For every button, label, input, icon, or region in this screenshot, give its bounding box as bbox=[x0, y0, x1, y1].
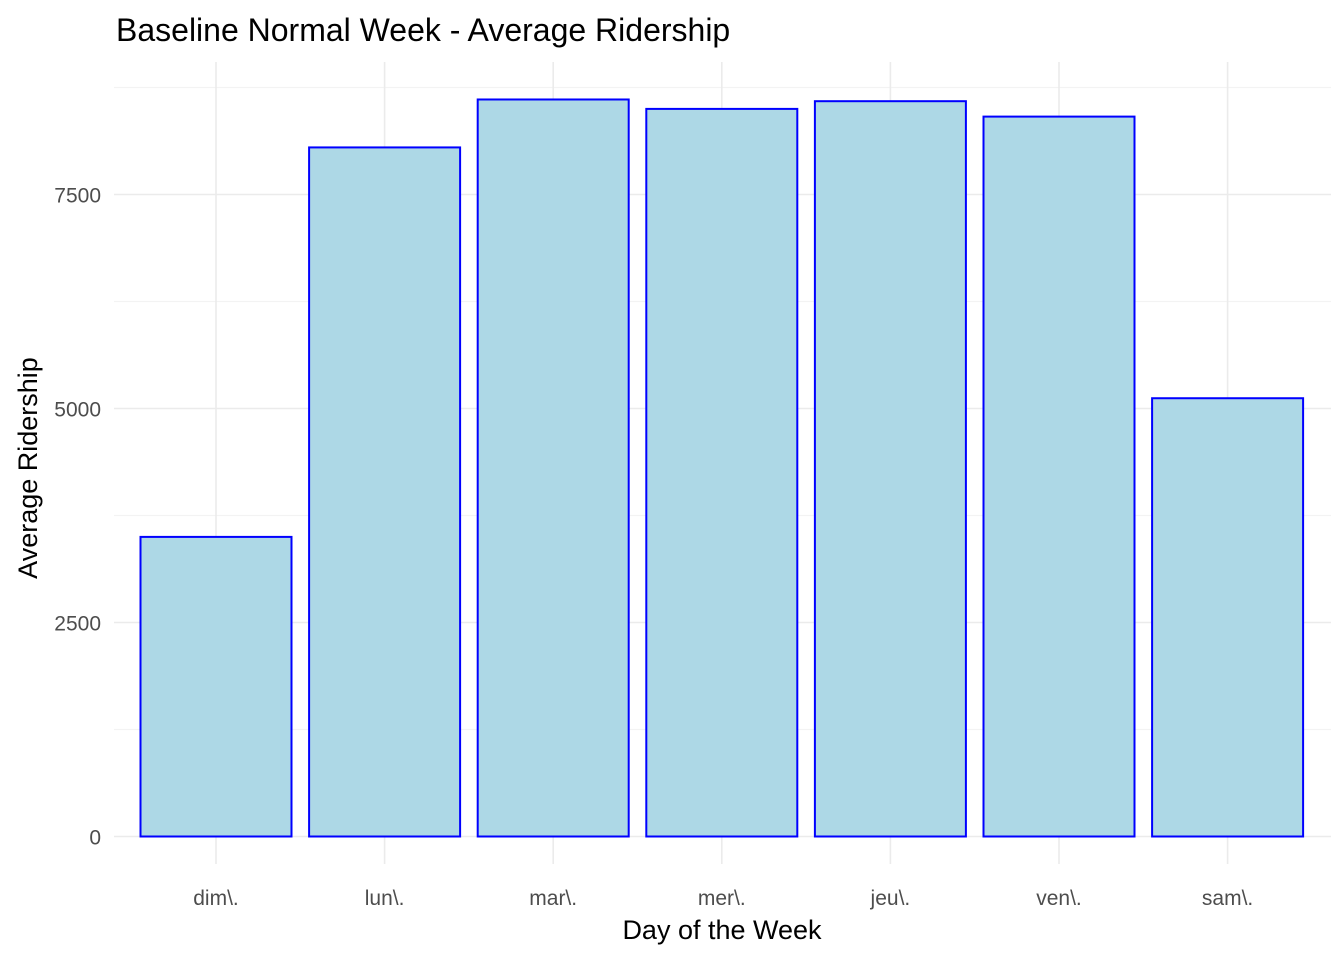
y-tick-label: 0 bbox=[89, 827, 101, 850]
y-tick-label: 7500 bbox=[54, 185, 101, 208]
x-tick-label: ven\. bbox=[1036, 887, 1082, 910]
x-tick-label: lun\. bbox=[365, 887, 405, 910]
bar-sam bbox=[1151, 397, 1305, 838]
bars bbox=[139, 98, 1305, 838]
bar-mer bbox=[645, 107, 799, 838]
x-tick-label: jeu\. bbox=[870, 887, 911, 910]
bar-jeu bbox=[813, 100, 967, 838]
x-tick-label: sam\. bbox=[1202, 887, 1253, 910]
x-tick-label: mar\. bbox=[529, 887, 577, 910]
x-tick-label: mer\. bbox=[698, 887, 746, 910]
bar-lun bbox=[308, 146, 462, 838]
y-tick-label: 5000 bbox=[54, 399, 101, 422]
y-axis-title: Average Ridership bbox=[13, 357, 43, 579]
y-tick-label: 2500 bbox=[54, 613, 101, 636]
x-tick-label: dim\. bbox=[193, 887, 239, 910]
bar-dim bbox=[139, 535, 293, 838]
bar-mar bbox=[476, 98, 630, 838]
tick-labels: 0 2500 5000 7500 dim\. lun\. mar\. mer\. jeu\. ve… bbox=[54, 185, 1253, 911]
bar-ven bbox=[982, 115, 1136, 838]
x-axis-title: Day of the Week bbox=[622, 915, 822, 945]
chart-title: Baseline Normal Week - Average Ridership bbox=[116, 12, 730, 48]
